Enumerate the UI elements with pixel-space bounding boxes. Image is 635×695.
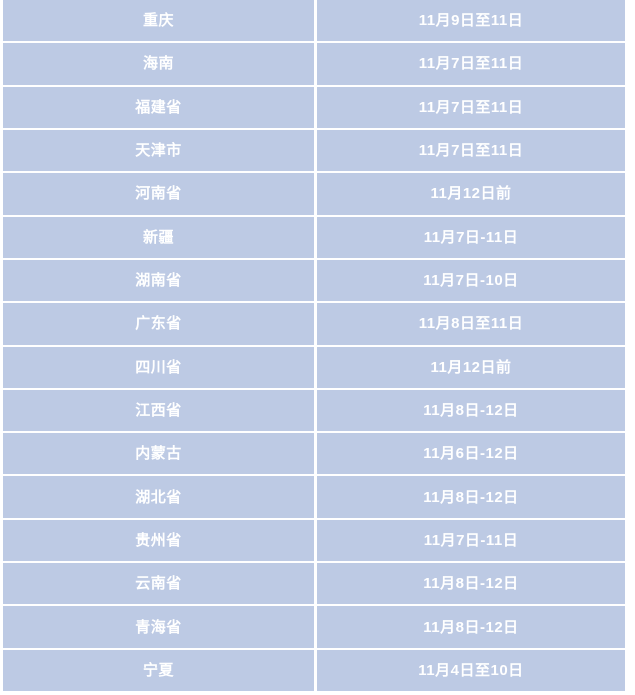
table-cell-date: 11月8日-12日	[317, 606, 625, 648]
table-row: 贵州省 11月7日-11日	[3, 519, 625, 564]
region-label: 天津市	[135, 142, 182, 160]
table-cell-date: 11月7日至11日	[317, 43, 625, 85]
table-body: 重庆 11月9日至11日 海南 11月7日至11日 福建省 11月7日至11日 天津市 11月…	[3, 0, 625, 691]
table-cell-region: 江西省	[3, 389, 317, 432]
date-label: 11月8日-12日	[423, 575, 519, 593]
table-cell-region: 云南省	[3, 563, 317, 605]
table-cell-region: 内蒙古	[3, 433, 317, 475]
table-row: 江西省 11月8日-12日	[3, 389, 625, 434]
table-cell-date: 11月8日-12日	[317, 389, 625, 432]
table-cell-date: 11月8日至11日	[317, 303, 625, 345]
region-label: 重庆	[142, 12, 174, 30]
table-row: 青海省 11月8日-12日	[3, 606, 625, 650]
table-cell-region: 贵州省	[3, 519, 317, 562]
table-cell-date: 11月8日-12日	[317, 476, 625, 518]
table-cell-date: 11月7日至11日	[317, 129, 625, 172]
date-label: 11月4日至10日	[418, 661, 524, 679]
table-row: 福建省 11月7日至11日	[3, 86, 625, 130]
table-cell-date: 11月7日-11日	[317, 519, 625, 562]
table-cell-region: 湖北省	[3, 476, 317, 518]
table-row: 海南 11月7日至11日	[3, 43, 625, 87]
region-label: 广东省	[135, 315, 182, 333]
table-row: 四川省 11月12日前	[3, 346, 625, 390]
table-row: 湖北省 11月8日-12日	[3, 476, 625, 520]
date-label: 11月8日至11日	[418, 315, 524, 333]
table-row: 湖南省 11月7日-10日	[3, 259, 625, 304]
date-label: 11月12日前	[430, 358, 512, 376]
region-label: 青海省	[135, 618, 182, 636]
table-cell-region: 青海省	[3, 606, 317, 648]
table-cell-region: 海南	[3, 43, 317, 85]
date-label: 11月6日-12日	[423, 445, 519, 463]
table-cell-region: 广东省	[3, 303, 317, 345]
table-row: 内蒙古 11月6日-12日	[3, 433, 625, 477]
table-row: 重庆 11月9日至11日	[3, 0, 625, 44]
region-label: 四川省	[135, 358, 182, 376]
region-label: 新疆	[142, 228, 174, 246]
region-label: 河南省	[135, 185, 182, 203]
date-label: 11月7日至11日	[418, 98, 524, 116]
table-cell-region: 河南省	[3, 173, 317, 215]
date-label: 11月8日-12日	[423, 401, 519, 419]
region-label: 福建省	[135, 98, 182, 116]
table-cell-date: 11月7日-10日	[317, 259, 625, 302]
region-label: 海南	[142, 55, 174, 73]
table-cell-region: 新疆	[3, 216, 317, 258]
table-cell-region: 天津市	[3, 129, 317, 172]
table-cell-date: 11月8日-12日	[317, 563, 625, 605]
region-label: 湖南省	[135, 272, 182, 290]
region-label: 云南省	[135, 575, 182, 593]
region-label: 宁夏	[142, 661, 174, 679]
table-cell-date: 11月7日至11日	[317, 86, 625, 128]
date-label: 11月7日-11日	[423, 228, 519, 246]
table-cell-region: 宁夏	[3, 649, 317, 691]
table-cell-date: 11月7日-11日	[317, 216, 625, 258]
region-label: 贵州省	[135, 531, 182, 549]
table-cell-date: 11月9日至11日	[317, 0, 625, 42]
table-row: 河南省 11月12日前	[3, 173, 625, 217]
table-cell-region: 福建省	[3, 86, 317, 128]
table-cell-date: 11月6日-12日	[317, 433, 625, 475]
table-row: 新疆 11月7日-11日	[3, 216, 625, 260]
date-label: 11月7日-11日	[423, 531, 519, 549]
date-label: 11月9日至11日	[418, 12, 524, 30]
date-label: 11月7日至11日	[418, 55, 524, 73]
region-label: 内蒙古	[135, 445, 182, 463]
table-row: 宁夏 11月4日至10日	[3, 649, 625, 691]
table-cell-region: 四川省	[3, 346, 317, 388]
table-cell-date: 11月4日至10日	[317, 649, 625, 691]
table-row: 云南省 11月8日-12日	[3, 563, 625, 607]
date-label: 11月12日前	[430, 185, 512, 203]
table-cell-region: 重庆	[3, 0, 317, 42]
table-row: 广东省 11月8日至11日	[3, 303, 625, 347]
table-cell-region: 湖南省	[3, 259, 317, 302]
table-cell-date: 11月12日前	[317, 173, 625, 215]
date-label: 11月7日-10日	[423, 272, 519, 290]
table-row: 天津市 11月7日至11日	[3, 129, 625, 174]
date-label: 11月8日-12日	[423, 618, 519, 636]
date-label: 11月7日至11日	[418, 142, 524, 160]
region-label: 江西省	[135, 401, 182, 419]
table-cell-date: 11月12日前	[317, 346, 625, 388]
region-label: 湖北省	[135, 488, 182, 506]
date-label: 11月8日-12日	[423, 488, 519, 506]
